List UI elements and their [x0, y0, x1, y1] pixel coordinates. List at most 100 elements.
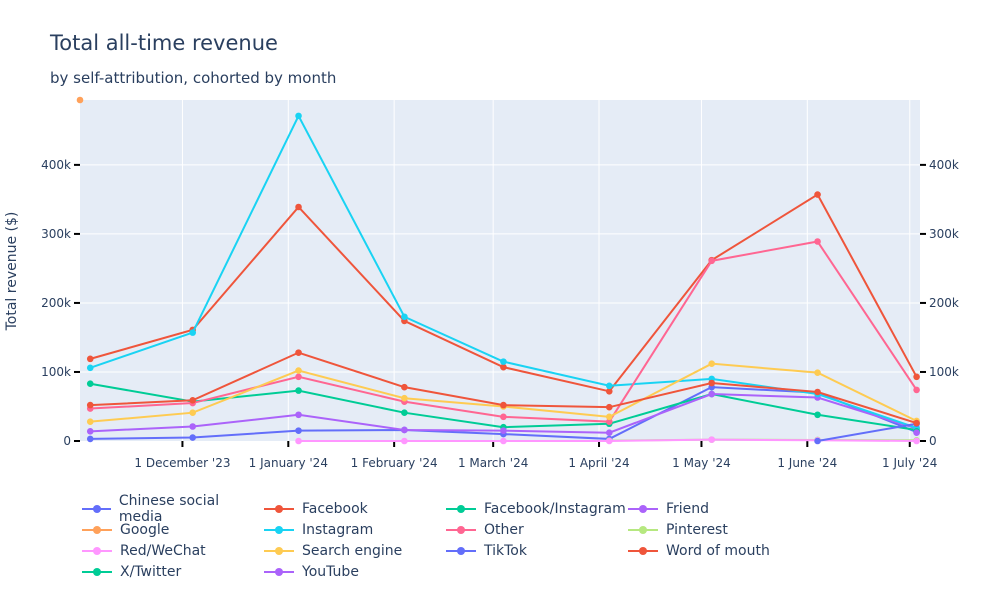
data-point — [708, 360, 716, 367]
data-point — [86, 428, 94, 435]
data-point — [708, 379, 716, 387]
x-tick-label: 1 March '24 — [458, 456, 528, 470]
data-point — [295, 373, 302, 381]
legend-item[interactable]: Google — [80, 519, 262, 540]
y-tick-label-right: 200k — [929, 296, 959, 310]
legend-swatch-icon — [444, 524, 478, 536]
data-point — [913, 419, 920, 427]
plot-area[interactable] — [80, 100, 920, 441]
legend-item[interactable]: Facebook — [262, 498, 444, 519]
legend-item[interactable]: X/Twitter — [80, 561, 262, 582]
data-point — [401, 383, 408, 391]
data-point — [913, 429, 920, 437]
data-point — [189, 329, 196, 336]
legend-label: Pinterest — [666, 521, 728, 538]
data-point — [189, 409, 196, 416]
series-line — [817, 422, 917, 442]
data-point — [295, 367, 302, 374]
legend-item[interactable]: Friend — [626, 498, 808, 519]
legend-item[interactable]: Red/WeChat — [80, 540, 262, 561]
legend-item[interactable]: Instagram — [262, 519, 444, 540]
data-point — [913, 373, 920, 381]
legend-swatch-icon — [626, 545, 660, 557]
legend-swatch-icon — [80, 524, 114, 536]
legend-item[interactable]: Pinterest — [626, 519, 808, 540]
legend-item[interactable]: Word of mouth — [626, 540, 808, 561]
data-point — [814, 388, 821, 396]
legend-swatch-icon — [262, 566, 296, 578]
data-point — [500, 413, 507, 421]
data-point — [189, 396, 196, 404]
legend-label: X/Twitter — [120, 563, 182, 580]
data-point — [76, 96, 84, 104]
data-point — [295, 411, 302, 419]
data-point — [605, 418, 613, 425]
data-point — [401, 394, 408, 402]
data-point — [189, 423, 196, 430]
series-google — [76, 96, 84, 104]
data-point — [814, 191, 821, 198]
data-point — [913, 437, 920, 445]
legend-swatch-icon — [80, 545, 114, 557]
legend-swatch-icon — [262, 545, 296, 557]
y-axis-title: Total revenue ($) — [4, 212, 20, 332]
data-point — [295, 112, 302, 120]
legend-item[interactable]: Facebook/Instagram — [444, 498, 626, 519]
data-point — [401, 437, 408, 445]
data-point — [814, 238, 821, 245]
data-point — [708, 436, 716, 443]
legend-swatch-icon — [80, 503, 113, 515]
axes: 0 0 100k 100k 200k 200k 300k 300k 400k 400k 1 Dece… — [41, 158, 959, 470]
data-point — [708, 390, 716, 398]
data-point — [86, 355, 94, 363]
y-tick-label-left: 300k — [41, 227, 71, 241]
y-tick-label-left: 200k — [41, 296, 71, 310]
series-youtube — [913, 429, 920, 437]
legend-label: Search engine — [302, 542, 403, 559]
data-point — [189, 434, 196, 441]
legend-label: Other — [484, 521, 524, 538]
x-tick-label: 1 May '24 — [672, 456, 731, 470]
data-point — [913, 386, 920, 394]
legend-label: Facebook — [302, 500, 368, 517]
data-point — [86, 380, 94, 388]
data-point — [605, 437, 613, 445]
data-point — [86, 418, 94, 425]
x-tick-label: 1 February '24 — [351, 456, 438, 470]
data-point — [605, 413, 613, 421]
legend-swatch-icon — [262, 503, 296, 515]
x-tick-label: 1 January '24 — [249, 456, 328, 470]
legend-item[interactable]: Chinese social media — [80, 493, 262, 525]
legend-item[interactable]: YouTube — [262, 561, 444, 582]
data-point — [500, 437, 507, 445]
legend-label: Friend — [666, 500, 710, 517]
legend: Chinese social media Facebook Facebook/Ins… — [80, 493, 800, 582]
legend-label: Google — [120, 521, 170, 538]
data-point — [401, 426, 408, 434]
legend-label: Word of mouth — [666, 542, 770, 559]
data-point — [814, 369, 821, 376]
series-other — [86, 238, 920, 425]
data-point — [295, 427, 302, 434]
legend-swatch-icon — [626, 524, 660, 536]
data-point — [295, 349, 302, 356]
y-tick-label-right: 0 — [929, 434, 937, 448]
data-point — [86, 364, 94, 372]
legend-label: Facebook/Instagram — [484, 500, 626, 517]
gridlines — [80, 100, 920, 441]
data-point — [295, 387, 302, 394]
legend-item[interactable]: TikTok — [444, 540, 626, 561]
legend-label: YouTube — [302, 563, 359, 580]
data-point — [500, 401, 507, 409]
y-tick-label-right: 100k — [929, 365, 959, 379]
y-tick-label-left: 100k — [41, 365, 71, 379]
data-point — [401, 409, 408, 416]
chart-title: Total all-time revenue — [49, 31, 278, 55]
data-point — [401, 313, 408, 321]
legend-item[interactable]: Other — [444, 519, 626, 540]
data-point — [605, 382, 613, 390]
legend-swatch-icon — [444, 503, 478, 515]
legend-item[interactable]: Search engine — [262, 540, 444, 561]
